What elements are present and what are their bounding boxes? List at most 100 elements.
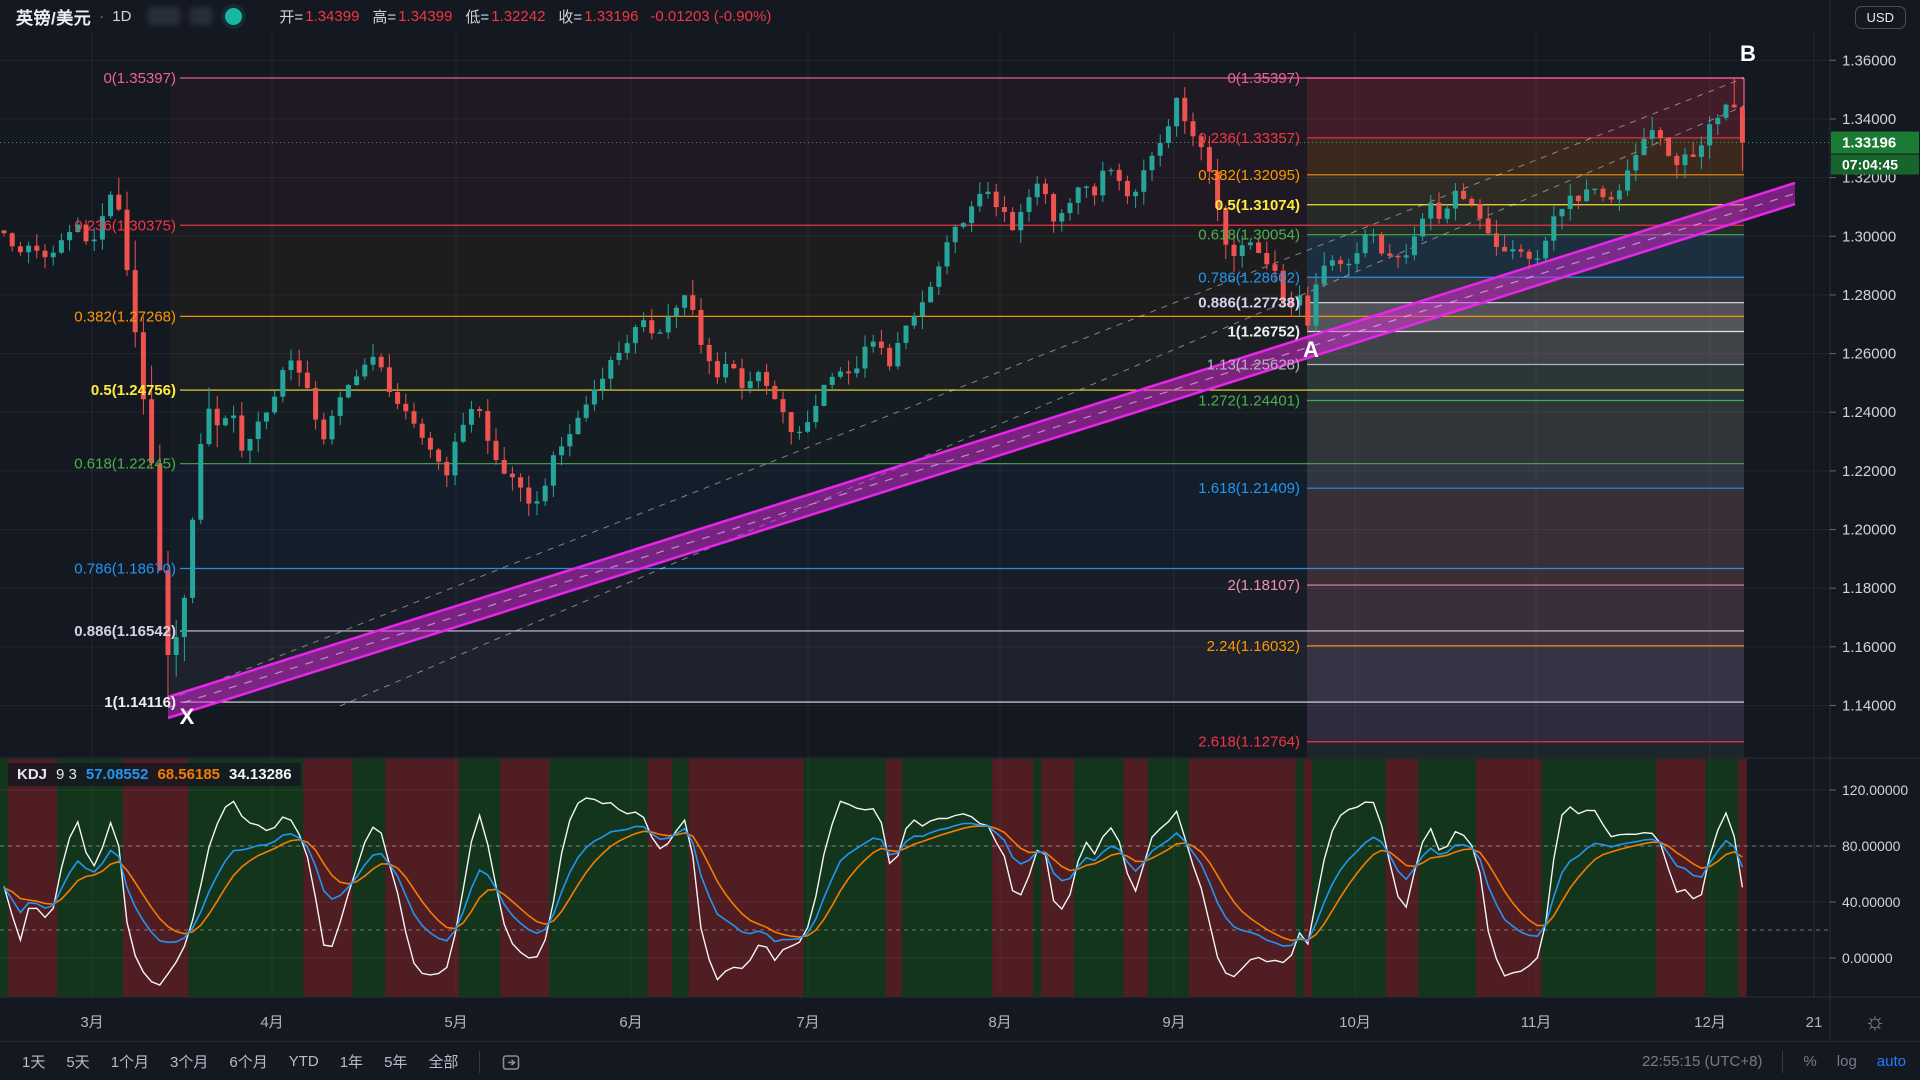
- svg-text:0.786(1.28602): 0.786(1.28602): [1198, 269, 1300, 286]
- svg-text:1.20000: 1.20000: [1842, 522, 1896, 539]
- toolbar-right: 22:55:15 (UTC+8) % log auto: [1641, 1050, 1906, 1073]
- anchor-letter-B: B: [1740, 41, 1756, 66]
- svg-text:0.618(1.30054): 0.618(1.30054): [1198, 227, 1300, 244]
- candlesticks: [1, 78, 1745, 703]
- high-label: 高=: [372, 8, 397, 26]
- svg-text:0.382(1.32095): 0.382(1.32095): [1198, 167, 1300, 184]
- time-axis-label[interactable]: 10月: [1339, 1014, 1371, 1031]
- currency-usd-button[interactable]: USD: [1854, 6, 1906, 29]
- svg-text:2.24(1.16032): 2.24(1.16032): [1207, 638, 1300, 655]
- close-value: 1.33196: [584, 7, 639, 25]
- range-1m[interactable]: 1个月: [110, 1054, 150, 1071]
- range-5y[interactable]: 5年: [384, 1054, 408, 1071]
- svg-text:0.00000: 0.00000: [1842, 950, 1893, 966]
- time-axis-label[interactable]: 4月: [260, 1014, 283, 1031]
- time-axis-label[interactable]: 9月: [1162, 1014, 1185, 1031]
- svg-text:1.28000: 1.28000: [1842, 287, 1896, 304]
- svg-text:1.24000: 1.24000: [1842, 404, 1896, 421]
- svg-text:1.14000: 1.14000: [1842, 697, 1896, 714]
- high-value: 1.34399: [398, 7, 453, 25]
- anchor-letter-X: X: [180, 704, 195, 729]
- range-1d[interactable]: 1天: [22, 1054, 46, 1071]
- svg-text:1.22000: 1.22000: [1842, 463, 1896, 480]
- svg-text:0.618(1.22245): 0.618(1.22245): [74, 456, 176, 473]
- time-axis-label[interactable]: 21: [1806, 1014, 1823, 1031]
- kdj-j-line: [3, 797, 1744, 986]
- kdj-d-line: [3, 825, 1743, 942]
- toolbar-divider: [479, 1050, 481, 1073]
- percent-scale-button[interactable]: %: [1803, 1053, 1817, 1070]
- blurred-logo: [189, 7, 214, 25]
- kdj-j-value: 34.13286: [229, 766, 292, 783]
- price-axis: 1.360001.340001.320001.300001.280001.260…: [1830, 52, 1919, 966]
- fib-labels: 0(1.35397) 0.236(1.30375) 0.382(1.27268) 0.…: [74, 70, 1300, 751]
- last-price-badge: [1831, 131, 1919, 154]
- open-value: 1.34399: [305, 7, 360, 25]
- range-5d[interactable]: 5天: [66, 1054, 90, 1071]
- svg-text:120.00000: 120.00000: [1842, 782, 1908, 798]
- range-3m[interactable]: 3个月: [170, 1054, 209, 1071]
- svg-text:07:04:45: 07:04:45: [1842, 157, 1898, 173]
- svg-text:0(1.35397): 0(1.35397): [1227, 70, 1300, 87]
- grid: [0, 32, 1830, 997]
- time-axis-label[interactable]: 6月: [619, 1014, 642, 1031]
- kdj-name[interactable]: KDJ: [17, 766, 48, 783]
- svg-text:80.00000: 80.00000: [1842, 838, 1901, 854]
- dashed-trendline: [339, 105, 1745, 707]
- time-axis-label[interactable]: 5月: [444, 1014, 467, 1031]
- time-axis-label[interactable]: 7月: [796, 1014, 819, 1031]
- range-ytd[interactable]: YTD: [288, 1053, 319, 1070]
- theme-settings-icon[interactable]: ☼: [1864, 1008, 1886, 1035]
- range-1y[interactable]: 1年: [339, 1054, 364, 1071]
- svg-text:0.236(1.33357): 0.236(1.33357): [1198, 130, 1300, 147]
- kdj-params: 9 3: [56, 766, 77, 783]
- low-label: 低=: [465, 8, 490, 26]
- chart-legend-header: 英镑/美元 · 1D 开= 1.34399 高= 1.34399 低= 1.32242…: [0, 0, 1830, 32]
- svg-text:40.00000: 40.00000: [1842, 894, 1901, 910]
- toolbar-divider: [1782, 1050, 1784, 1073]
- svg-text:0.786(1.18670): 0.786(1.18670): [74, 561, 176, 578]
- log-scale-button[interactable]: log: [1836, 1053, 1857, 1070]
- kdj-indicator-legend: KDJ 9 3 57.08552 68.56185 34.13286: [8, 763, 301, 786]
- auto-scale-button[interactable]: auto: [1876, 1053, 1906, 1070]
- session-clock[interactable]: 22:55:15 (UTC+8): [1641, 1053, 1763, 1070]
- go-to-date-icon[interactable]: [501, 1052, 521, 1072]
- interval-label[interactable]: 1D: [112, 7, 132, 25]
- range-6m[interactable]: 6个月: [229, 1054, 268, 1071]
- range-all[interactable]: 全部: [428, 1054, 459, 1071]
- bottom-toolbar: 1天 5天 1个月 3个月 6个月 YTD 1年 5年 全部 22:55:15 …: [0, 1041, 1920, 1080]
- time-axis-label[interactable]: 8月: [988, 1014, 1011, 1031]
- fib-right-bands: [1307, 78, 1744, 758]
- kdj-d-value: 68.56185: [157, 766, 221, 783]
- svg-text:0.382(1.27268): 0.382(1.27268): [74, 308, 176, 325]
- blurred-logo: [147, 7, 182, 25]
- svg-text:1.33196: 1.33196: [1842, 135, 1896, 152]
- svg-text:2(1.18107): 2(1.18107): [1227, 577, 1300, 594]
- kdj-background-stripes: [0, 759, 1830, 997]
- countdown-badge: [1831, 154, 1919, 175]
- symbol-title[interactable]: 英镑/美元: [16, 8, 92, 28]
- open-label: 开=: [279, 8, 304, 26]
- svg-text:1.30000: 1.30000: [1842, 228, 1896, 245]
- svg-text:1.13(1.25628): 1.13(1.25628): [1207, 356, 1300, 373]
- close-label: 收=: [558, 8, 583, 26]
- time-axis-label[interactable]: 12月: [1694, 1014, 1726, 1031]
- kdj-k-value: 57.08552: [85, 766, 149, 783]
- trend-channel: [167, 181, 1796, 720]
- svg-text:1.272(1.24401): 1.272(1.24401): [1198, 392, 1300, 409]
- time-axis-label[interactable]: 11月: [1521, 1014, 1552, 1031]
- legend-separator: ·: [99, 7, 105, 25]
- svg-text:1.34000: 1.34000: [1842, 111, 1896, 128]
- time-axis-label[interactable]: 3月: [80, 1014, 103, 1031]
- svg-text:1.26000: 1.26000: [1842, 346, 1896, 363]
- svg-text:1(1.26752): 1(1.26752): [1227, 324, 1300, 341]
- kdj-k-line: [3, 822, 1744, 947]
- svg-text:1.36000: 1.36000: [1842, 52, 1896, 69]
- ohlc-row: 开= 1.34399 高= 1.34399 低= 1.32242 收= 1.33196 …: [266, 6, 771, 27]
- range-buttons: 1天 5天 1个月 3个月 6个月 YTD 1年 5年 全部: [22, 1050, 521, 1073]
- svg-text:1.16000: 1.16000: [1842, 639, 1896, 656]
- svg-text:0.886(1.27738): 0.886(1.27738): [1198, 295, 1300, 312]
- svg-text:0(1.35397): 0(1.35397): [103, 70, 176, 87]
- main-chart[interactable]: 0(1.35397) 0.236(1.30375) 0.382(1.27268) 0.…: [0, 0, 1920, 1040]
